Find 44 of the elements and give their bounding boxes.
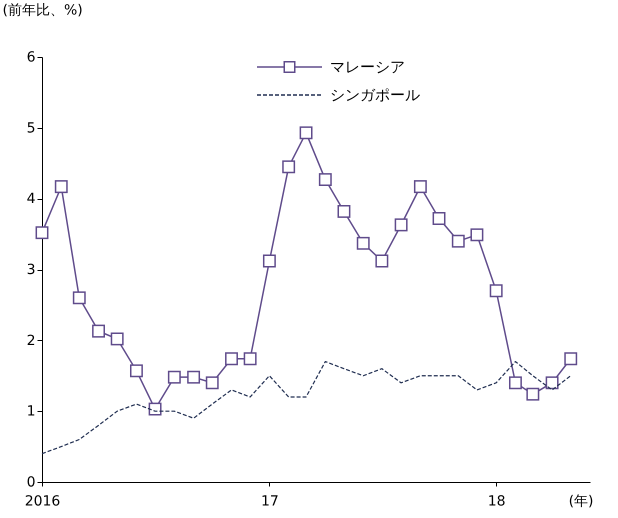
point [564,352,578,366]
x-tick-label: 17 [260,494,279,510]
point [110,332,124,346]
point [338,204,350,218]
point [470,228,484,242]
point [300,126,313,140]
line-series [41,360,572,454]
x-tick-label: 2016 [24,494,60,510]
y-tick-label: 0 [26,474,36,490]
point [54,180,68,194]
point [375,254,388,268]
point [282,160,296,174]
point [262,254,276,268]
point [452,234,465,248]
point [206,376,219,390]
legend-label: シンガポール [330,86,420,104]
point [36,226,48,240]
y-axis-title: (前年比、%) [2,2,83,18]
point [148,402,162,416]
point [356,236,370,250]
y-tick-label: 4 [26,191,36,208]
point [394,218,408,232]
x-tick-label: 18 [488,494,506,510]
point [244,352,257,366]
point [432,212,446,225]
point [92,324,105,338]
y-tick-label: 3 [26,262,36,278]
x-axis-title: (年) [568,494,594,510]
point [490,284,503,298]
y-tick-label: 1 [26,404,36,420]
point [546,376,559,390]
point [187,370,200,384]
point [414,180,427,194]
y-tick-label: 5 [26,120,36,136]
point [526,388,540,401]
point [168,370,181,384]
y-tick-label: 6 [26,50,36,66]
point [130,364,143,378]
point [318,173,332,186]
point [508,376,522,390]
legend-label: マレーシア [330,58,405,76]
y-tick-label: 2 [26,332,36,349]
point [72,291,86,304]
point [225,352,238,366]
